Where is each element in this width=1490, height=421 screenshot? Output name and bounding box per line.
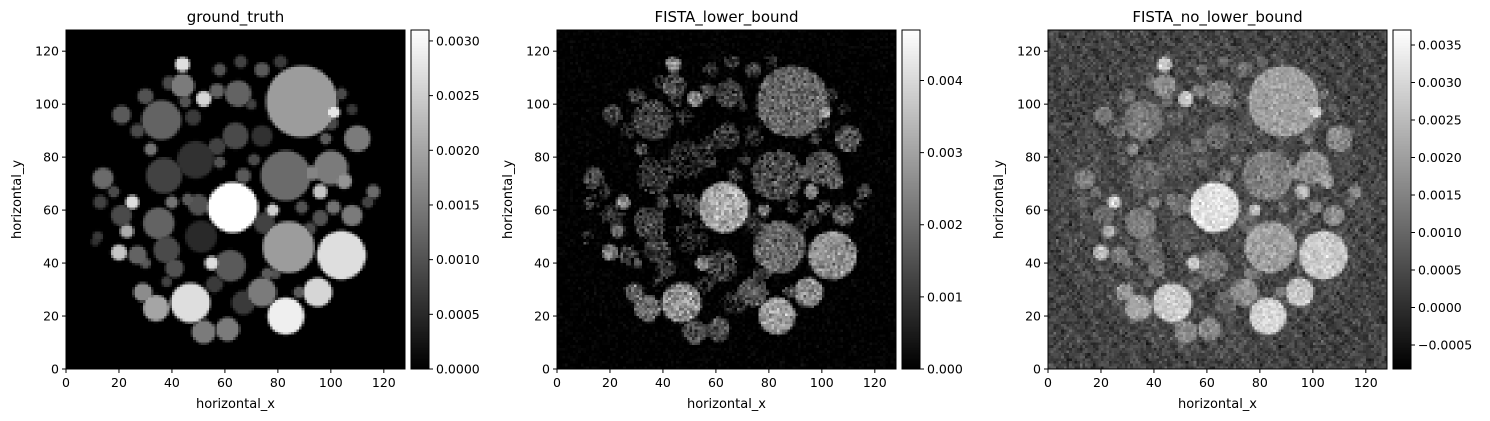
x-tick-label: 40 <box>655 375 671 390</box>
y-tick-label: 100 <box>1017 97 1041 112</box>
colorbar-gradient-fista-no-lower-bound <box>1393 30 1411 369</box>
y-tick-label: 80 <box>43 150 59 165</box>
x-tick-label: 120 <box>863 375 887 390</box>
y-tick-label: 20 <box>534 309 550 324</box>
colorbar-tick-label: 0.0015 <box>436 197 480 212</box>
colorbar-frame-fista-no-lower-bound <box>1392 29 1412 370</box>
y-axis-ticks-fista-no-lower-bound: 0 20 40 60 80 100 120 <box>1017 44 1048 377</box>
y-tick-label: 40 <box>1025 256 1041 271</box>
heatmap-image-ground-truth <box>66 30 405 369</box>
x-tick-label: 0 <box>62 375 70 390</box>
x-tick-label: 100 <box>319 375 343 390</box>
y-tick-label: 60 <box>1025 203 1041 218</box>
colorbar-ticks-ground-truth: 0.0000 0.0005 0.0010 0.0015 0.0020 0.0025 0.00… <box>429 33 480 377</box>
plot-frame-fista-no-lower-bound <box>1047 29 1388 370</box>
y-tick-label: 20 <box>43 309 59 324</box>
y-axis-label-fista-lower-bound: horizontal_y <box>501 160 516 239</box>
colorbar-frame-ground-truth <box>410 29 430 370</box>
y-tick-label: 0 <box>542 362 550 377</box>
y-tick-label: 100 <box>526 97 550 112</box>
y-tick-label: 0 <box>1033 362 1041 377</box>
x-tick-label: 40 <box>164 375 180 390</box>
y-tick-label: 40 <box>43 256 59 271</box>
y-tick-label: 80 <box>534 150 550 165</box>
x-tick-label: 60 <box>217 375 233 390</box>
panel-fista-no-lower-bound: FISTA_no_lower_bound 0 20 40 60 80 100 120 0 20… <box>992 8 1472 412</box>
y-tick-label: 80 <box>1025 150 1041 165</box>
x-tick-label: 20 <box>602 375 618 390</box>
colorbar-tick-label: 0.003 <box>927 145 963 160</box>
colorbar-tick-label: 0.0010 <box>1418 225 1462 240</box>
colorbar-tick-label: 0.0000 <box>1418 300 1462 315</box>
y-tick-label: 120 <box>526 44 550 59</box>
colorbar-tick-label: 0.0020 <box>436 143 480 158</box>
x-tick-label: 80 <box>270 375 286 390</box>
colorbar-tick-label: 0.0010 <box>436 252 480 267</box>
y-tick-label: 20 <box>1025 309 1041 324</box>
y-axis-label-fista-no-lower-bound: horizontal_y <box>992 160 1007 239</box>
colorbar-gradient-ground-truth <box>411 30 429 369</box>
x-axis-ticks-fista-no-lower-bound: 0 20 40 60 80 100 120 <box>1044 369 1378 390</box>
x-tick-label: 120 <box>372 375 396 390</box>
colorbar-tick-label: 0.0020 <box>1418 150 1462 165</box>
colorbar-tick-label: 0.0005 <box>436 307 480 322</box>
colorbar-tick-label: 0.002 <box>927 217 963 232</box>
heatmap-image-fista-lower-bound <box>557 30 896 369</box>
colorbar-ticks-fista-lower-bound: 0.000 0.001 0.002 0.003 0.004 <box>920 73 963 377</box>
y-tick-label: 60 <box>43 203 59 218</box>
x-axis-ticks-ground-truth: 0 20 40 60 80 100 120 <box>62 369 396 390</box>
x-tick-label: 120 <box>1354 375 1378 390</box>
colorbar-tick-label: 0.001 <box>927 289 963 304</box>
y-tick-label: 0 <box>51 362 59 377</box>
y-tick-label: 100 <box>35 97 59 112</box>
x-axis-label-ground-truth: horizontal_x <box>196 397 275 412</box>
x-axis-ticks-fista-lower-bound: 0 20 40 60 80 100 120 <box>553 369 887 390</box>
colorbar-tick-label: 0.000 <box>927 362 963 377</box>
colorbar-ticks-fista-no-lower-bound: −0.0005 0.0000 0.0005 0.0010 0.0015 0.0020 0.0… <box>1411 38 1472 353</box>
plot-frame-fista-lower-bound <box>556 29 897 370</box>
colorbar-tick-label: 0.004 <box>927 73 963 88</box>
colorbar-tick-label: 0.0035 <box>1418 38 1462 53</box>
y-tick-label: 120 <box>35 44 59 59</box>
y-axis-ticks-fista-lower-bound: 0 20 40 60 80 100 120 <box>526 44 557 377</box>
colorbar-tick-label: 0.0000 <box>436 362 480 377</box>
y-axis-ticks-ground-truth: 0 20 40 60 80 100 120 <box>35 44 66 377</box>
heatmap-image-fista-no-lower-bound <box>1048 30 1387 369</box>
x-axis-label-fista-no-lower-bound: horizontal_x <box>1178 397 1257 412</box>
y-tick-label: 60 <box>534 203 550 218</box>
x-axis-label-fista-lower-bound: horizontal_x <box>687 397 766 412</box>
y-tick-label: 120 <box>1017 44 1041 59</box>
x-tick-label: 0 <box>1044 375 1052 390</box>
colorbar-gradient-fista-lower-bound <box>902 30 920 369</box>
panel-fista-lower-bound: FISTA_lower_bound 0 20 40 60 80 100 120 0 20 40 6… <box>501 8 963 412</box>
y-axis-label-ground-truth: horizontal_y <box>10 160 25 239</box>
x-tick-label: 20 <box>111 375 127 390</box>
colorbar-tick-label: 0.0030 <box>1418 75 1462 90</box>
x-tick-label: 60 <box>1199 375 1215 390</box>
chart-title-ground-truth: ground_truth <box>187 8 285 27</box>
x-tick-label: 80 <box>761 375 777 390</box>
x-tick-label: 100 <box>1301 375 1325 390</box>
x-tick-label: 20 <box>1093 375 1109 390</box>
colorbar-frame-fista-lower-bound <box>901 29 921 370</box>
colorbar-tick-label: −0.0005 <box>1418 338 1472 353</box>
x-tick-label: 80 <box>1252 375 1268 390</box>
colorbar-tick-label: 0.0030 <box>436 33 480 48</box>
x-tick-label: 100 <box>810 375 834 390</box>
y-tick-label: 40 <box>534 256 550 271</box>
colorbar-tick-label: 0.0015 <box>1418 188 1462 203</box>
chart-title-fista-no-lower-bound: FISTA_no_lower_bound <box>1132 8 1302 27</box>
x-tick-label: 60 <box>708 375 724 390</box>
x-tick-label: 40 <box>1146 375 1162 390</box>
plot-frame-ground-truth <box>65 29 406 370</box>
x-tick-label: 0 <box>553 375 561 390</box>
panel-ground-truth: ground_truth 0 20 40 60 80 100 120 0 20 40 60 80 10… <box>10 8 480 412</box>
colorbar-tick-label: 0.0025 <box>436 88 480 103</box>
chart-title-fista-lower-bound: FISTA_lower_bound <box>654 8 798 27</box>
colorbar-tick-label: 0.0025 <box>1418 113 1462 128</box>
colorbar-tick-label: 0.0005 <box>1418 263 1462 278</box>
